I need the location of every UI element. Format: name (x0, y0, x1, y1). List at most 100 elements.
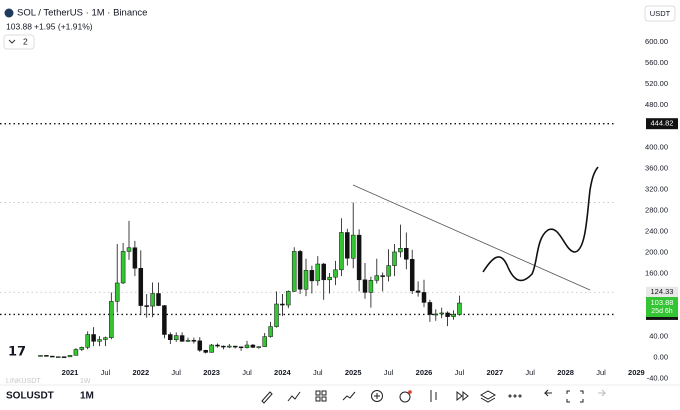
candle-body (321, 263, 326, 281)
y-tick-label: 360.00 (645, 163, 668, 172)
candle-body (221, 345, 226, 348)
x-tick-label: 2028 (557, 368, 574, 377)
footer-symbol[interactable]: SOLUSDT (6, 391, 54, 402)
candle-body (421, 292, 427, 303)
candle-body (439, 312, 444, 315)
candle-body (215, 344, 220, 347)
tool-pen[interactable] (261, 391, 273, 404)
x-tick-label: 2023 (203, 368, 220, 377)
y-tick-label: 240.00 (645, 226, 668, 235)
y-tick-label: -40.00 (647, 374, 668, 383)
candle-body (362, 279, 368, 293)
tool-grid[interactable] (315, 390, 321, 396)
y-tick-label: 600.00 (645, 37, 668, 46)
x-tick-label: 2029 (628, 368, 645, 377)
candle-body (368, 280, 374, 293)
y-tick-label: 160.00 (645, 268, 668, 277)
plot: 600.00 560.00 520.00 480.00 400.00 360.00 320.… (0, 37, 678, 383)
candle-body (297, 251, 303, 290)
candle-body (114, 282, 120, 302)
price-label-box (646, 286, 678, 298)
x-tick-label: Jul (171, 368, 181, 377)
candle-body (244, 344, 250, 348)
candle-body (256, 346, 262, 348)
price-label: 444.82 (651, 119, 674, 128)
change: +1.95 (+1.91%) (34, 21, 93, 31)
x-tick-label: Jul (313, 368, 323, 377)
tv-logo: 𝟭𝟳 (8, 343, 26, 358)
projection-drawing (482, 166, 599, 282)
candle-body (274, 303, 279, 327)
indicator-count: 2 (23, 36, 28, 46)
tool-alert[interactable] (399, 391, 411, 403)
currency: USDT (650, 9, 671, 18)
candle-body (404, 248, 409, 260)
candle-body (374, 275, 380, 281)
x-tick-label: 2025 (345, 368, 362, 377)
x-tick-label: Jul (242, 368, 252, 377)
tool-add[interactable] (371, 390, 383, 402)
candle-body (109, 301, 114, 338)
price: 103.88 (6, 21, 32, 31)
tool-add-plus (374, 393, 380, 399)
candle-body (50, 355, 55, 358)
candle-body (457, 302, 462, 315)
candle-body (451, 314, 456, 317)
tool-candles[interactable] (430, 390, 437, 402)
candle-body (55, 356, 61, 358)
candle-body (268, 326, 273, 337)
tool-chart[interactable] (287, 391, 301, 402)
candle-body (392, 251, 397, 266)
candle-body (144, 305, 149, 307)
candle-body (262, 336, 267, 347)
tool-grid-part (321, 396, 327, 402)
alert-dot (408, 390, 412, 394)
tool-redo[interactable] (598, 389, 607, 397)
y-tick-label: 520.00 (645, 79, 668, 88)
x-tick-label: 2026 (416, 368, 433, 377)
candle-body (38, 355, 43, 357)
y-tick-label: 0.00 (653, 353, 668, 362)
candle-body (309, 270, 315, 282)
footer-interval[interactable]: 1M (80, 391, 94, 402)
candle-body (126, 247, 132, 252)
y-tick-label: 200.00 (645, 247, 668, 256)
candle-body (409, 259, 415, 292)
dot[interactable] (508, 394, 512, 398)
indicators-toggle[interactable] (3, 34, 35, 50)
tool-grid-part (315, 396, 321, 402)
countdown: 25d 6h (651, 308, 673, 315)
candle-body (291, 251, 297, 292)
candle-body (132, 247, 138, 269)
y-tick-label: 480.00 (645, 100, 668, 109)
tool-replay[interactable] (456, 390, 469, 402)
candle-body (380, 275, 385, 277)
x-tick-label: Jul (384, 368, 394, 377)
price-label-box (646, 118, 678, 130)
candle-body (179, 335, 185, 342)
x-tick-label: Jul (525, 368, 535, 377)
tool-fullscreen[interactable] (566, 390, 584, 403)
y-tick-label: 400.00 (645, 142, 668, 151)
price-label: 124.33 (651, 287, 674, 296)
candle-body (345, 232, 350, 259)
candle-body (445, 312, 450, 317)
y-tick-label: 40.00 (649, 332, 668, 341)
tool-undo[interactable] (543, 389, 552, 397)
symbol-title: SOL / TetherUS · 1M · Binance (17, 8, 147, 19)
symbol-logo (4, 8, 14, 18)
candle-body (398, 248, 403, 253)
toolbar (261, 389, 607, 404)
last-price-label: 103.88 (651, 298, 674, 307)
candle-body (433, 313, 439, 316)
x-tick-label: Jul (101, 368, 111, 377)
tool-trend[interactable] (342, 391, 356, 401)
candle-body (238, 346, 244, 349)
candle-body (386, 265, 391, 277)
tool-layers[interactable] (479, 390, 497, 403)
candle-body (85, 334, 90, 348)
tool-grid-part (321, 390, 327, 396)
candle-body (150, 293, 155, 307)
currency-button[interactable] (644, 5, 676, 22)
